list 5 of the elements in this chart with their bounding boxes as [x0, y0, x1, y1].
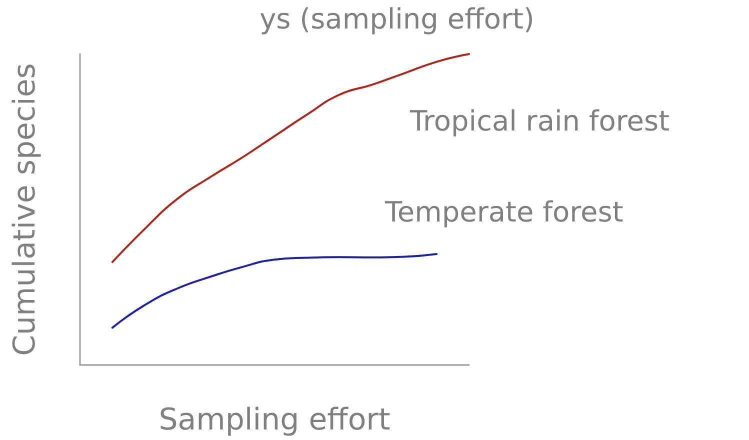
series-label: Temperate forest: [384, 196, 624, 228]
y-axis-title: Cumulative species: [8, 63, 42, 356]
chart-title: ys (sampling effort): [260, 2, 534, 36]
series-label: Tropical rain forest: [409, 104, 670, 138]
x-axis-title: Sampling effort: [158, 402, 390, 438]
